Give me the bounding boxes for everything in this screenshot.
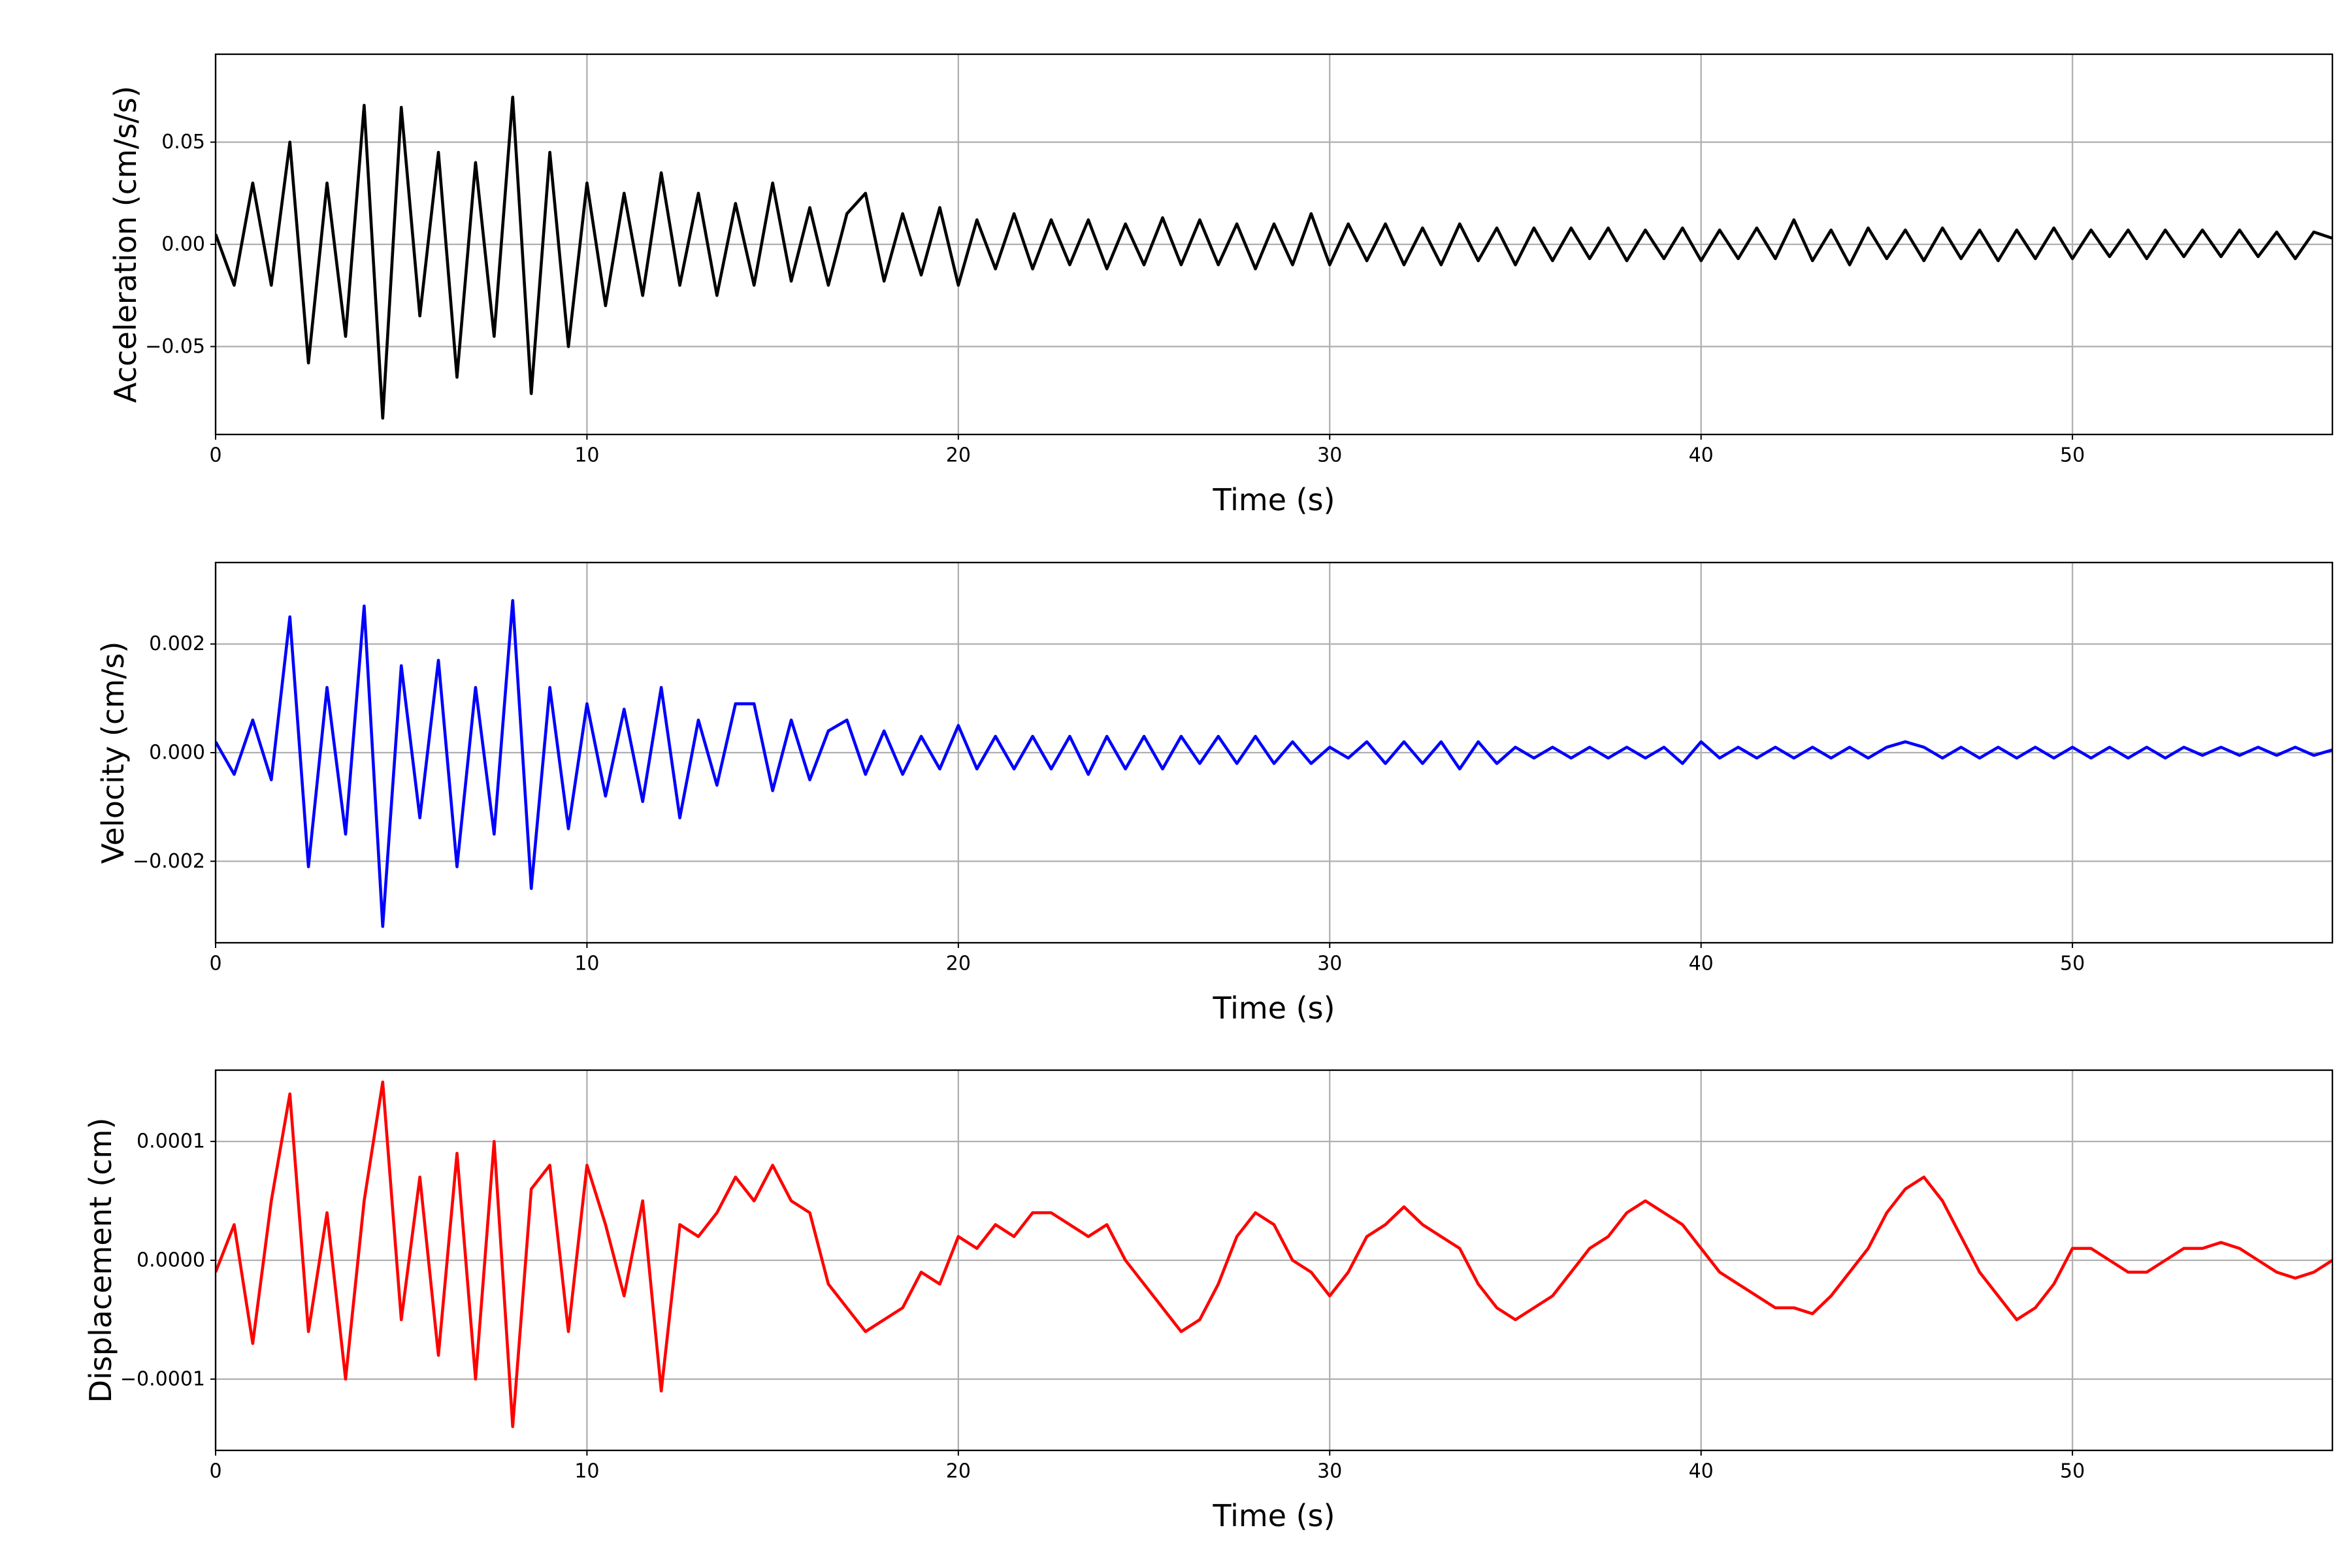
x-tick-label: 10 xyxy=(574,444,599,467)
data-line xyxy=(216,95,2332,420)
axes-frame xyxy=(214,53,2334,436)
x-tick-label: 0 xyxy=(209,1460,221,1483)
x-tick-label: 10 xyxy=(574,953,599,975)
x-tick-label: 30 xyxy=(1317,444,1342,467)
axes-frame xyxy=(214,1069,2334,1452)
x-tick-label: 30 xyxy=(1317,1460,1342,1483)
x-tick-label: 40 xyxy=(1689,953,1714,975)
axes-frame xyxy=(214,561,2334,944)
y-tick-label: 0.000 xyxy=(149,742,205,764)
y-tick-label: 0.0000 xyxy=(137,1249,205,1272)
x-axis-label: Time (s) xyxy=(1212,990,1335,1026)
x-tick-label: 0 xyxy=(209,444,221,467)
y-tick-label: −0.0001 xyxy=(120,1367,205,1390)
x-tick-label: 0 xyxy=(209,953,221,975)
x-tick-label: 20 xyxy=(946,444,971,467)
x-tick-label: 20 xyxy=(946,953,971,975)
x-tick-label: 40 xyxy=(1689,1460,1714,1483)
y-tick-label: −0.002 xyxy=(133,850,205,873)
x-tick-label: 50 xyxy=(2060,953,2085,975)
x-tick-label: 40 xyxy=(1689,444,1714,467)
y-axis-label: Acceleration (cm/s/s) xyxy=(108,86,143,402)
y-axis-label: Displacement (cm) xyxy=(83,1118,118,1403)
y-tick-label: 0.05 xyxy=(161,131,205,154)
y-axis-label: Velocity (cm/s) xyxy=(95,642,131,864)
x-tick-label: 50 xyxy=(2060,444,2085,467)
x-axis-label: Time (s) xyxy=(1212,1498,1335,1533)
y-tick-label: 0.002 xyxy=(149,632,205,655)
x-tick-label: 20 xyxy=(946,1460,971,1483)
x-tick-label: 10 xyxy=(574,1460,599,1483)
y-tick-label: −0.05 xyxy=(145,335,205,358)
y-tick-label: 0.00 xyxy=(161,233,205,256)
data-line xyxy=(216,598,2332,928)
x-tick-label: 30 xyxy=(1317,953,1342,975)
y-tick-label: 0.0001 xyxy=(137,1130,205,1153)
data-line xyxy=(216,1080,2332,1428)
x-tick-label: 50 xyxy=(2060,1460,2085,1483)
x-axis-label: Time (s) xyxy=(1212,482,1335,517)
